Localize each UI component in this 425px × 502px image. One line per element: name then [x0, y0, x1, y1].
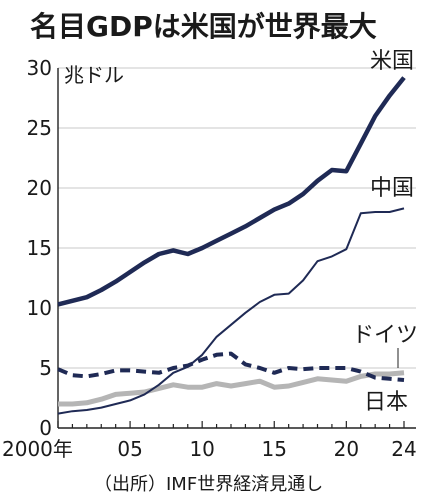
series-label-1: 中国 [370, 176, 414, 201]
series-layer [57, 76, 406, 415]
series-label-0: 米国 [370, 49, 414, 74]
series-line-0 [57, 76, 406, 307]
chart-title: 名目GDPは米国が世界最大 [30, 10, 377, 43]
series-line-3 [58, 370, 405, 407]
grid-lines [58, 67, 416, 369]
y-tick-label: 30 [27, 56, 52, 80]
y-tick-label: 5 [39, 356, 52, 380]
x-tick-label: 20 [334, 437, 359, 461]
y-axis-unit-label: 兆ドル [64, 63, 124, 87]
y-tick-label: 0 [39, 416, 52, 440]
series-line-1 [57, 207, 405, 415]
y-tick-label: 25 [27, 116, 52, 140]
series-label-3: 日本 [364, 390, 408, 415]
series-line-2 [57, 351, 405, 382]
x-tick-labels: 2000年 05 10 15 20 24 [2, 437, 417, 461]
x-tick-label: 2000年 [2, 437, 73, 461]
x-tick-label: 05 [117, 437, 142, 461]
source-note: （出所）IMF世界経済見通し [94, 474, 323, 495]
series-label-2: ドイツ [352, 323, 418, 348]
y-tick-label: 10 [27, 296, 52, 320]
y-tick-labels: 0 5 10 15 20 25 30 [27, 56, 52, 440]
y-tick-label: 20 [27, 176, 52, 200]
x-tick-label: 10 [189, 437, 214, 461]
x-tick-label: 15 [262, 437, 287, 461]
x-tick-label: 24 [391, 437, 416, 461]
axes [57, 68, 416, 429]
y-tick-label: 15 [27, 236, 52, 260]
